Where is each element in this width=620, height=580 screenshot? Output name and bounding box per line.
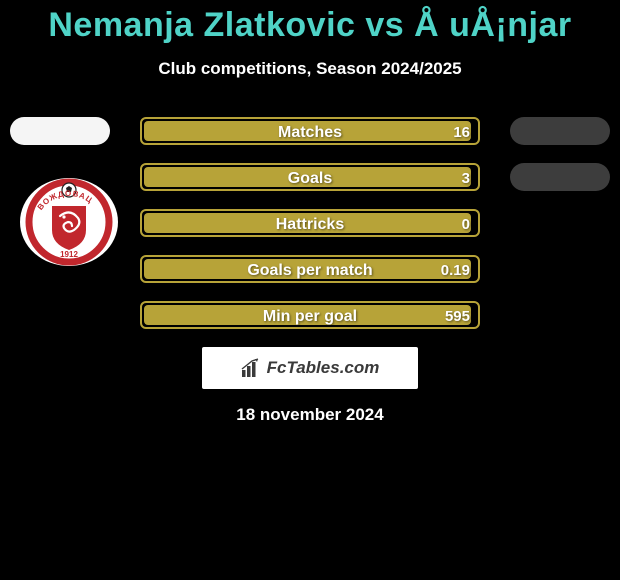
stat-bar: Hattricks0 bbox=[140, 209, 480, 237]
stat-value: 0 bbox=[462, 211, 470, 239]
comparison-card: Nemanja Zlatkovic vs Å uÅ¡njar Club comp… bbox=[0, 0, 620, 580]
stat-bar: Goals3 bbox=[140, 163, 480, 191]
page-title: Nemanja Zlatkovic vs Å uÅ¡njar bbox=[0, 0, 620, 45]
player-right-pill bbox=[510, 163, 610, 191]
stat-bar-fill bbox=[144, 213, 471, 233]
stat-bar-fill bbox=[144, 305, 471, 325]
badge-year: 1912 bbox=[60, 250, 78, 259]
stat-row: Matches16 bbox=[0, 117, 620, 145]
player-left-club-badge: ВОЖДОВАЦ 1912 bbox=[20, 178, 118, 266]
stat-bar-fill bbox=[144, 167, 471, 187]
stat-value: 16 bbox=[453, 119, 470, 147]
stat-row: Min per goal595 bbox=[0, 301, 620, 329]
stat-value: 3 bbox=[462, 165, 470, 193]
stat-bar-fill bbox=[144, 259, 471, 279]
generated-date: 18 november 2024 bbox=[0, 405, 620, 425]
stat-value: 595 bbox=[445, 303, 470, 331]
fctables-logo-icon bbox=[241, 358, 261, 378]
club-badge-svg: ВОЖДОВАЦ 1912 bbox=[20, 178, 118, 266]
stat-bar: Matches16 bbox=[140, 117, 480, 145]
fctables-brand[interactable]: FcTables.com bbox=[202, 347, 418, 389]
stat-value: 0.19 bbox=[441, 257, 470, 285]
stat-bar: Goals per match0.19 bbox=[140, 255, 480, 283]
fctables-brand-text: FcTables.com bbox=[267, 358, 380, 378]
player-left-pill bbox=[10, 117, 110, 145]
stat-bar-fill bbox=[144, 121, 471, 141]
page-subtitle: Club competitions, Season 2024/2025 bbox=[0, 59, 620, 79]
player-right-pill bbox=[510, 117, 610, 145]
stat-bar: Min per goal595 bbox=[140, 301, 480, 329]
